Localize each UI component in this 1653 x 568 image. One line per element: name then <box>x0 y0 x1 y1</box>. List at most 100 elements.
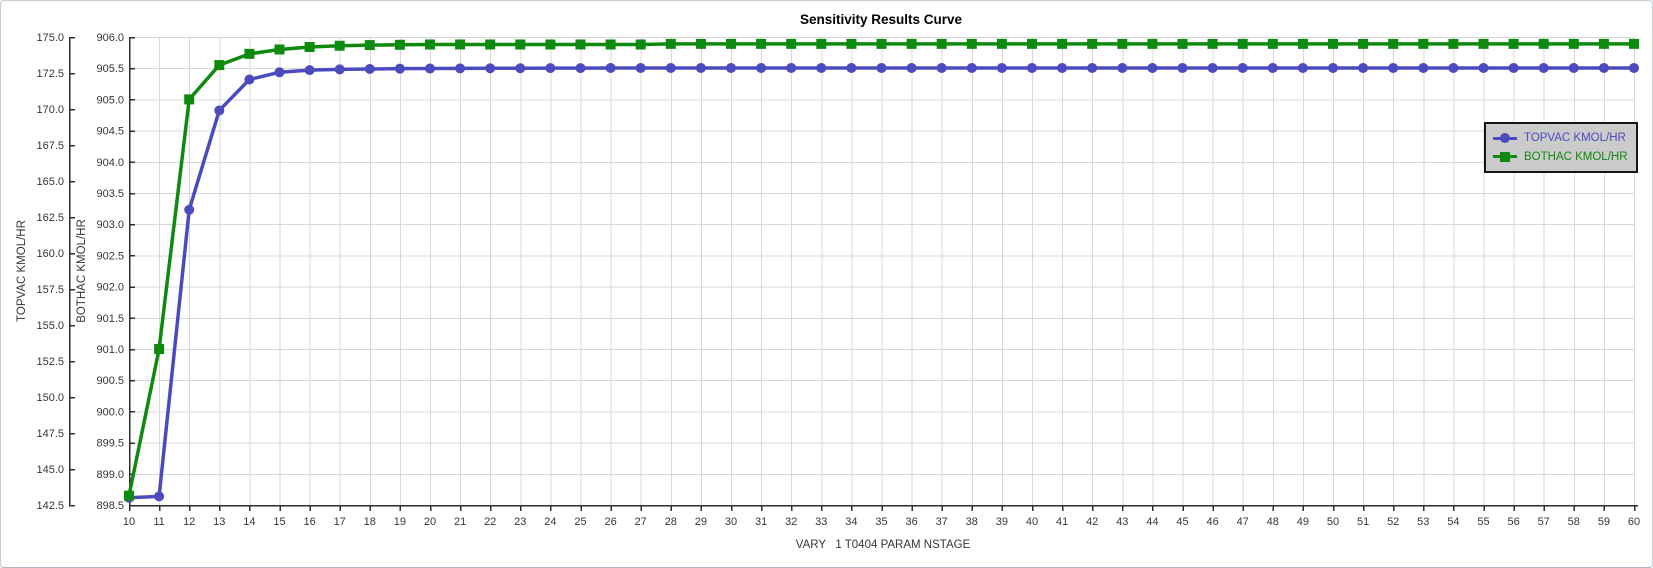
topvac-tick-labels: 142.5 145.0 147.5 150.0 152.5 155.0 157.5 160.0… <box>36 32 64 512</box>
svg-text:898.5: 898.5 <box>96 500 124 512</box>
legend-label-topvac: TOPVAC KMOL/HR <box>1524 132 1626 145</box>
axis-lines <box>68 37 1638 507</box>
svg-text:55: 55 <box>1477 516 1489 528</box>
svg-text:16: 16 <box>303 516 315 528</box>
svg-text:43: 43 <box>1116 516 1128 528</box>
svg-text:906.0: 906.0 <box>96 32 124 44</box>
svg-text:904.5: 904.5 <box>96 126 124 138</box>
svg-text:903.5: 903.5 <box>96 188 124 200</box>
svg-text:147.5: 147.5 <box>36 428 64 440</box>
topvac-series-swatch <box>1493 133 1517 144</box>
svg-text:60: 60 <box>1628 516 1640 528</box>
svg-text:38: 38 <box>966 516 978 528</box>
svg-text:905.0: 905.0 <box>96 94 124 106</box>
svg-text:902.5: 902.5 <box>96 250 124 262</box>
svg-text:30: 30 <box>725 516 737 528</box>
svg-text:155.0: 155.0 <box>36 320 64 332</box>
svg-text:19: 19 <box>394 516 406 528</box>
svg-text:15: 15 <box>273 516 285 528</box>
series-markers-bothac <box>124 38 1639 501</box>
svg-text:152.5: 152.5 <box>36 356 64 368</box>
svg-text:34: 34 <box>845 516 857 528</box>
svg-text:900.5: 900.5 <box>96 375 124 387</box>
svg-text:162.5: 162.5 <box>36 212 64 224</box>
svg-text:51: 51 <box>1357 516 1369 528</box>
svg-text:150.0: 150.0 <box>36 392 64 404</box>
bothac-tick-labels: 898.5 899.0 899.5 900.0 900.5 901.0 901.5 902.0… <box>96 32 124 512</box>
x-axis-label: VARY 1 T0404 PARAM NSTAGE <box>795 539 971 551</box>
svg-text:52: 52 <box>1387 516 1399 528</box>
svg-text:14: 14 <box>243 516 255 528</box>
svg-text:33: 33 <box>815 516 827 528</box>
svg-text:56: 56 <box>1507 516 1519 528</box>
svg-text:172.5: 172.5 <box>36 68 64 80</box>
svg-text:29: 29 <box>695 516 707 528</box>
svg-text:901.5: 901.5 <box>96 313 124 325</box>
svg-text:142.5: 142.5 <box>36 500 64 512</box>
svg-text:17: 17 <box>334 516 346 528</box>
svg-text:900.0: 900.0 <box>96 406 124 418</box>
svg-text:20: 20 <box>424 516 436 528</box>
svg-text:44: 44 <box>1146 516 1158 528</box>
svg-text:25: 25 <box>574 516 586 528</box>
svg-text:10: 10 <box>123 516 135 528</box>
svg-text:36: 36 <box>905 516 917 528</box>
svg-text:42: 42 <box>1086 516 1098 528</box>
chart-title: Sensitivity Results Curve <box>799 12 963 27</box>
svg-text:12: 12 <box>183 516 195 528</box>
y-axis-label-topvac: TOPVAC KMOL/HR <box>16 220 28 322</box>
svg-text:11: 11 <box>153 516 164 528</box>
svg-text:903.0: 903.0 <box>96 219 124 231</box>
circle-marker-icon <box>1500 133 1510 144</box>
svg-text:170.0: 170.0 <box>36 104 64 116</box>
svg-text:37: 37 <box>936 516 948 528</box>
svg-text:21: 21 <box>454 516 466 528</box>
svg-text:22: 22 <box>484 516 496 528</box>
legend-item-topvac[interactable]: TOPVAC KMOL/HR <box>1493 132 1632 144</box>
legend-label-bothac: BOTHAC KMOL/HR <box>1524 150 1628 163</box>
y-axis-label-bothac: BOTHAC KMOL/HR <box>76 219 88 323</box>
svg-text:48: 48 <box>1267 516 1279 528</box>
svg-text:32: 32 <box>785 516 797 528</box>
svg-text:175.0: 175.0 <box>36 32 64 44</box>
svg-text:49: 49 <box>1297 516 1309 528</box>
svg-text:27: 27 <box>635 516 647 528</box>
svg-text:59: 59 <box>1598 516 1610 528</box>
svg-text:39: 39 <box>996 516 1008 528</box>
svg-text:901.0: 901.0 <box>96 344 124 356</box>
svg-text:50: 50 <box>1327 516 1339 528</box>
svg-text:902.0: 902.0 <box>96 282 124 294</box>
svg-text:47: 47 <box>1237 516 1249 528</box>
svg-text:24: 24 <box>544 516 556 528</box>
svg-text:35: 35 <box>875 516 887 528</box>
svg-text:45: 45 <box>1176 516 1188 528</box>
square-marker-icon <box>1500 151 1510 162</box>
svg-text:904.0: 904.0 <box>96 157 124 169</box>
gridlines <box>129 37 1635 506</box>
svg-text:905.5: 905.5 <box>96 63 124 75</box>
x-ticks <box>128 505 1636 511</box>
svg-text:46: 46 <box>1206 516 1218 528</box>
bothac-series-swatch <box>1493 151 1517 162</box>
svg-text:54: 54 <box>1447 516 1459 528</box>
svg-text:18: 18 <box>364 516 376 528</box>
legend[interactable]: TOPVAC KMOL/HR BOTHAC KMOL/HR <box>1484 122 1638 173</box>
x-tick-labels: 10 11 12 13 14 15 16 17 18 19 20 21 22 23 24 25 26 27 28 29… <box>123 516 1640 528</box>
topvac-ticks <box>69 36 75 507</box>
svg-text:167.5: 167.5 <box>36 140 64 152</box>
svg-text:23: 23 <box>514 516 526 528</box>
svg-text:899.0: 899.0 <box>96 469 124 481</box>
svg-text:41: 41 <box>1056 516 1068 528</box>
svg-text:157.5: 157.5 <box>36 284 64 296</box>
svg-text:165.0: 165.0 <box>36 176 64 188</box>
svg-text:26: 26 <box>604 516 616 528</box>
svg-text:57: 57 <box>1538 516 1550 528</box>
legend-item-bothac[interactable]: BOTHAC KMOL/HR <box>1493 151 1632 163</box>
svg-text:31: 31 <box>755 516 767 528</box>
svg-text:899.5: 899.5 <box>96 438 124 450</box>
svg-text:40: 40 <box>1026 516 1038 528</box>
svg-text:58: 58 <box>1568 516 1580 528</box>
svg-text:28: 28 <box>665 516 677 528</box>
